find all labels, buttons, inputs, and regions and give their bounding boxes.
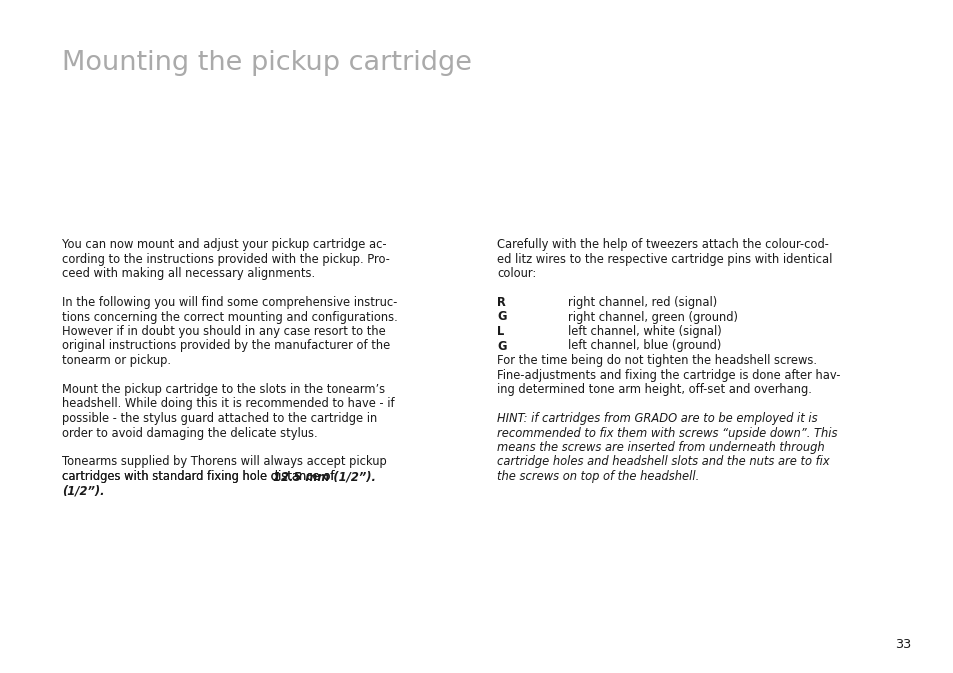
Text: tions concerning the correct mounting and configurations.: tions concerning the correct mounting an… xyxy=(62,310,397,324)
Text: colour:: colour: xyxy=(497,267,536,280)
Text: cartridges with standard fixing hole distance of: cartridges with standard fixing hole dis… xyxy=(62,470,337,483)
Text: Fine-adjustments and fixing the cartridge is done after hav-: Fine-adjustments and fixing the cartridg… xyxy=(497,369,840,382)
Text: Tonearms supplied by Thorens will always accept pickup: Tonearms supplied by Thorens will always… xyxy=(62,456,386,468)
Text: original instructions provided by the manufacturer of the: original instructions provided by the ma… xyxy=(62,339,390,353)
Text: headshell. While doing this it is recommended to have - if: headshell. While doing this it is recomm… xyxy=(62,398,395,411)
Text: However if in doubt you should in any case resort to the: However if in doubt you should in any ca… xyxy=(62,325,385,338)
Text: In the following you will find some comprehensive instruc-: In the following you will find some comp… xyxy=(62,296,397,309)
Text: the screws on top of the headshell.: the screws on top of the headshell. xyxy=(497,470,699,483)
Text: HINT: if cartridges from GRADO are to be employed it is: HINT: if cartridges from GRADO are to be… xyxy=(497,412,817,425)
Text: means the screws are inserted from underneath through: means the screws are inserted from under… xyxy=(497,441,823,454)
Text: 12.5 mm (1/2”).: 12.5 mm (1/2”). xyxy=(273,470,375,483)
Text: L: L xyxy=(497,325,504,338)
Text: cording to the instructions provided with the pickup. Pro-: cording to the instructions provided wit… xyxy=(62,252,390,266)
Text: cartridge holes and headshell slots and the nuts are to fix: cartridge holes and headshell slots and … xyxy=(497,456,829,468)
Text: 33: 33 xyxy=(894,638,910,651)
Text: left channel, white (signal): left channel, white (signal) xyxy=(567,325,721,338)
Text: ing determined tone arm height, off-set and overhang.: ing determined tone arm height, off-set … xyxy=(497,383,811,396)
Text: For the time being do not tighten the headshell screws.: For the time being do not tighten the he… xyxy=(497,354,816,367)
Text: order to avoid damaging the delicate stylus.: order to avoid damaging the delicate sty… xyxy=(62,427,317,439)
Text: right channel, red (signal): right channel, red (signal) xyxy=(567,296,717,309)
Text: tonearm or pickup.: tonearm or pickup. xyxy=(62,354,171,367)
Text: Mount the pickup cartridge to the slots in the tonearm’s: Mount the pickup cartridge to the slots … xyxy=(62,383,385,396)
Text: possible - the stylus guard attached to the cartridge in: possible - the stylus guard attached to … xyxy=(62,412,376,425)
Text: R: R xyxy=(497,296,505,309)
Text: ed litz wires to the respective cartridge pins with identical: ed litz wires to the respective cartridg… xyxy=(497,252,832,266)
Text: right channel, green (ground): right channel, green (ground) xyxy=(567,310,738,324)
Text: ceed with making all necessary alignments.: ceed with making all necessary alignment… xyxy=(62,267,314,280)
Text: (1/2”).: (1/2”). xyxy=(62,485,105,497)
Text: recommended to fix them with screws “upside down”. This: recommended to fix them with screws “ups… xyxy=(497,427,837,439)
Text: left channel, blue (ground): left channel, blue (ground) xyxy=(567,339,720,353)
Text: G: G xyxy=(497,310,506,324)
Text: Carefully with the help of tweezers attach the colour-cod-: Carefully with the help of tweezers atta… xyxy=(497,238,828,251)
Text: G: G xyxy=(497,339,506,353)
Text: Mounting the pickup cartridge: Mounting the pickup cartridge xyxy=(62,50,472,76)
Text: cartridges with standard fixing hole distance of: cartridges with standard fixing hole dis… xyxy=(62,470,337,483)
Text: You can now mount and adjust your pickup cartridge ac-: You can now mount and adjust your pickup… xyxy=(62,238,386,251)
